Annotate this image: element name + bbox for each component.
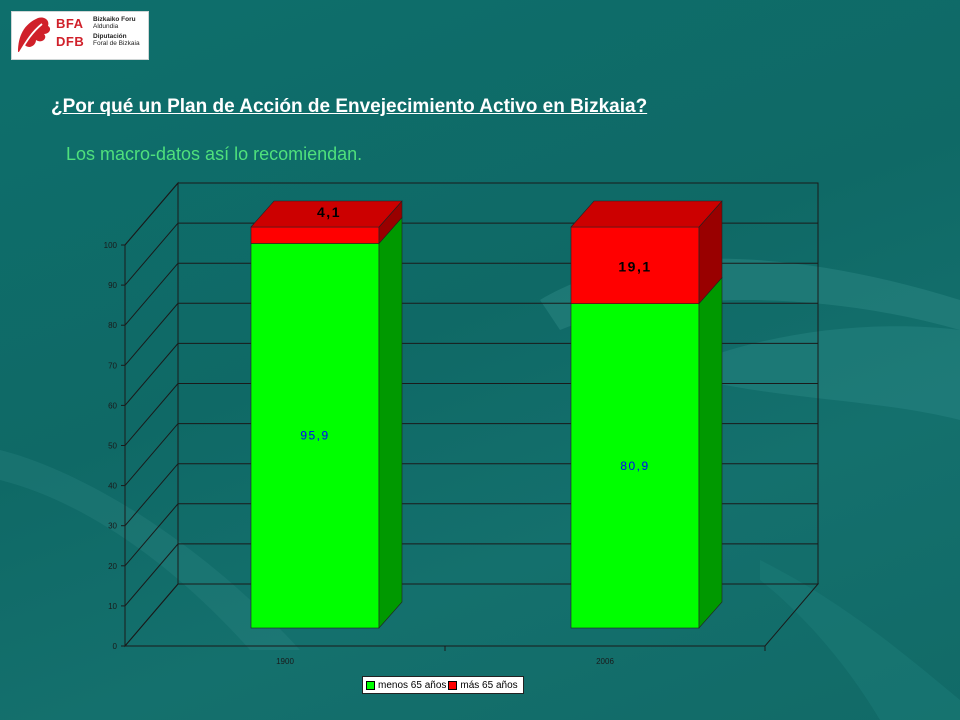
logo-name-line4: Foral de Bizkaia bbox=[93, 40, 140, 47]
x-tick-label-1900: 1900 bbox=[276, 657, 294, 666]
data-label-2006-0: 80,9 bbox=[620, 459, 649, 473]
bar-2006-1-top bbox=[570, 200, 723, 228]
bar-2006-0-front bbox=[570, 303, 700, 629]
legend-label-menos-65: menos 65 años bbox=[378, 679, 447, 691]
bar-1900-1-top bbox=[250, 200, 403, 228]
page-title: ¿Por qué un Plan de Acción de Envejecimi… bbox=[51, 96, 648, 117]
legend-item-mas-65: más 65 años bbox=[448, 679, 518, 691]
data-label-1900-0: 95,9 bbox=[300, 429, 329, 443]
y-tick-label-100: 100 bbox=[104, 241, 118, 250]
y-tick-label-20: 20 bbox=[108, 562, 117, 571]
logo-abbr-bfa: BFA bbox=[56, 16, 84, 31]
legend-label-mas-65: más 65 años bbox=[460, 679, 518, 691]
logo-name-line2: Aldundia bbox=[93, 23, 119, 30]
bar-1900-0-side bbox=[378, 216, 403, 629]
y-tick-label-50: 50 bbox=[108, 442, 117, 451]
legend-swatch-mas-65 bbox=[448, 680, 458, 690]
y-tick-label-40: 40 bbox=[108, 482, 117, 491]
bar-2006-1-front bbox=[570, 226, 700, 304]
page-subtitle: Los macro-datos así lo recomiendan. bbox=[66, 144, 363, 164]
gridline-100 bbox=[124, 182, 818, 246]
x-tick-label-2006: 2006 bbox=[596, 657, 614, 666]
y-tick-label-10: 10 bbox=[108, 602, 117, 611]
y-tick-label-60: 60 bbox=[108, 401, 117, 410]
y-tick-label-80: 80 bbox=[108, 321, 117, 330]
legend-swatch-menos-65 bbox=[366, 680, 375, 690]
logo-abbr-dfb: DFB bbox=[56, 34, 85, 49]
logo-name-line3: Diputación bbox=[93, 33, 127, 40]
y-tick-label-30: 30 bbox=[108, 522, 117, 531]
data-label-2006-1: 19,1 bbox=[618, 258, 651, 274]
chart-legend: menos 65 años más 65 años bbox=[362, 676, 524, 694]
y-tick-label-0: 0 bbox=[113, 642, 118, 651]
bfa-logo: BFA DFB Bizkaiko Foru Aldundia Diputació… bbox=[11, 11, 149, 60]
y-tick-label-70: 70 bbox=[108, 361, 117, 370]
bar-2006-0-side bbox=[698, 276, 723, 629]
y-tick-label-90: 90 bbox=[108, 281, 117, 290]
bar-1900-0-front bbox=[250, 243, 380, 629]
oak-leaf-icon bbox=[18, 17, 51, 53]
logo-name-line1: Bizkaiko Foru bbox=[93, 16, 136, 23]
legend-item-menos-65: menos 65 años bbox=[366, 680, 446, 691]
data-label-1900-1: 4,1 bbox=[317, 204, 341, 220]
bar-1900-1-front bbox=[250, 226, 380, 244]
